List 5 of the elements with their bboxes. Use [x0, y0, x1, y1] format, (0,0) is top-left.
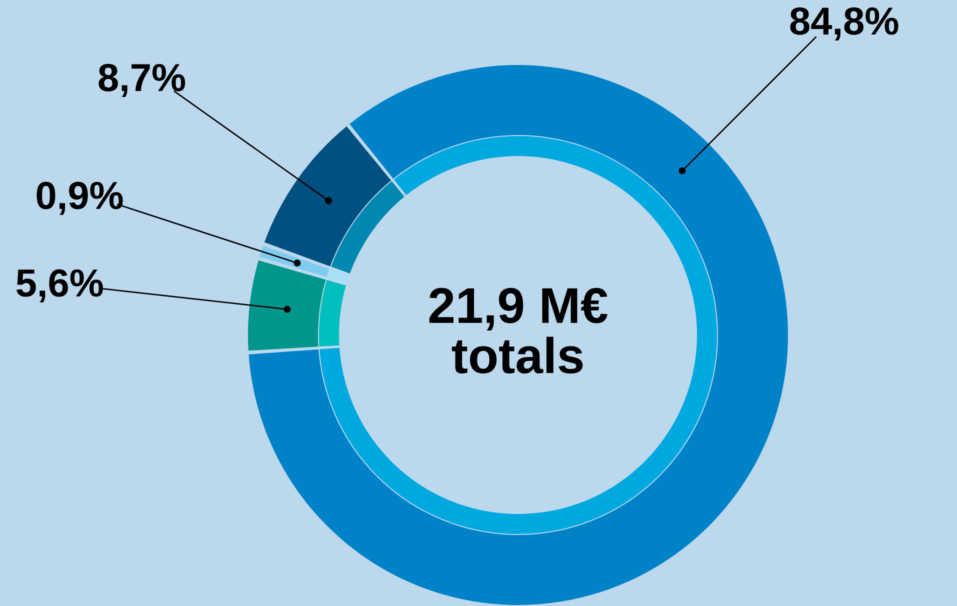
data-label: 8,7%: [98, 64, 186, 98]
text: 21,9 M€ totals: [429, 288, 608, 374]
data-label: 84,8%: [790, 7, 898, 41]
data-label: 5,6%: [16, 269, 103, 302]
data-label: 0,9%: [36, 182, 123, 215]
